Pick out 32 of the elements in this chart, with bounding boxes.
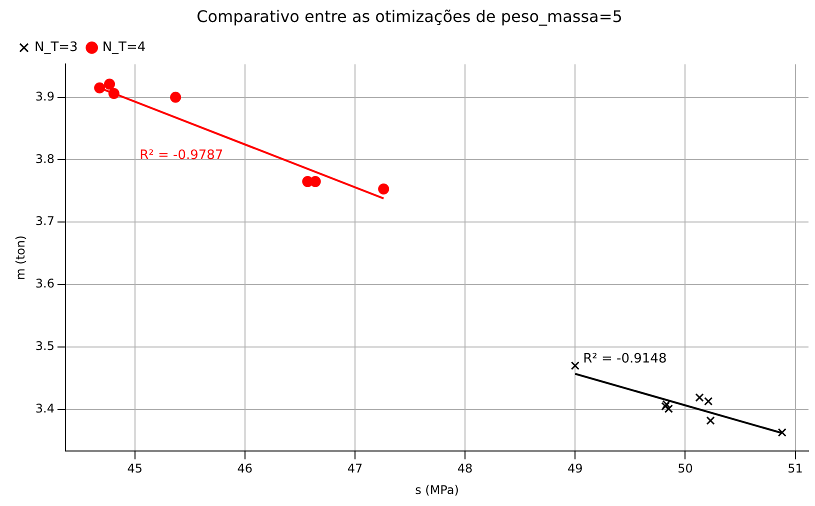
legend-label: N_T=3: [34, 40, 78, 56]
point: [661, 402, 670, 411]
x-tick-label: 45: [127, 462, 142, 476]
y-tick-label: 3.6: [35, 276, 54, 291]
point: [104, 78, 116, 90]
annotation: R² = -0.9148: [583, 352, 667, 367]
x-tick-label: 49: [567, 462, 583, 476]
x-tick-label: 47: [347, 462, 363, 476]
annotation: R² = -0.9787: [140, 148, 224, 163]
point: [695, 393, 704, 402]
point: [378, 184, 390, 195]
point: [108, 88, 120, 100]
x-tick-label: 50: [678, 462, 693, 476]
x-axis-title: s (MPa): [415, 482, 459, 497]
y-tick-label: 3.8: [35, 152, 54, 166]
point: [706, 416, 715, 425]
point: [94, 82, 106, 94]
point: [170, 92, 182, 103]
legend-label: N_T=4: [102, 40, 146, 56]
y-axis-title: m (ton): [13, 235, 28, 280]
y-tick-label: 3.4: [35, 402, 54, 416]
y-tick-label: 3.7: [35, 214, 54, 228]
chart-title: Comparativo entre as otimizações de peso_massa=5: [196, 6, 622, 26]
point: [664, 404, 673, 414]
x-tick-label: 48: [457, 462, 473, 476]
point: [704, 396, 713, 406]
point: [778, 428, 786, 437]
x-tick-label: 51: [788, 462, 803, 476]
point: [570, 361, 580, 370]
y-tick-label: 3.5: [35, 339, 54, 354]
y-tick-label: 3.9: [35, 89, 54, 104]
x-tick-label: 46: [237, 462, 253, 476]
